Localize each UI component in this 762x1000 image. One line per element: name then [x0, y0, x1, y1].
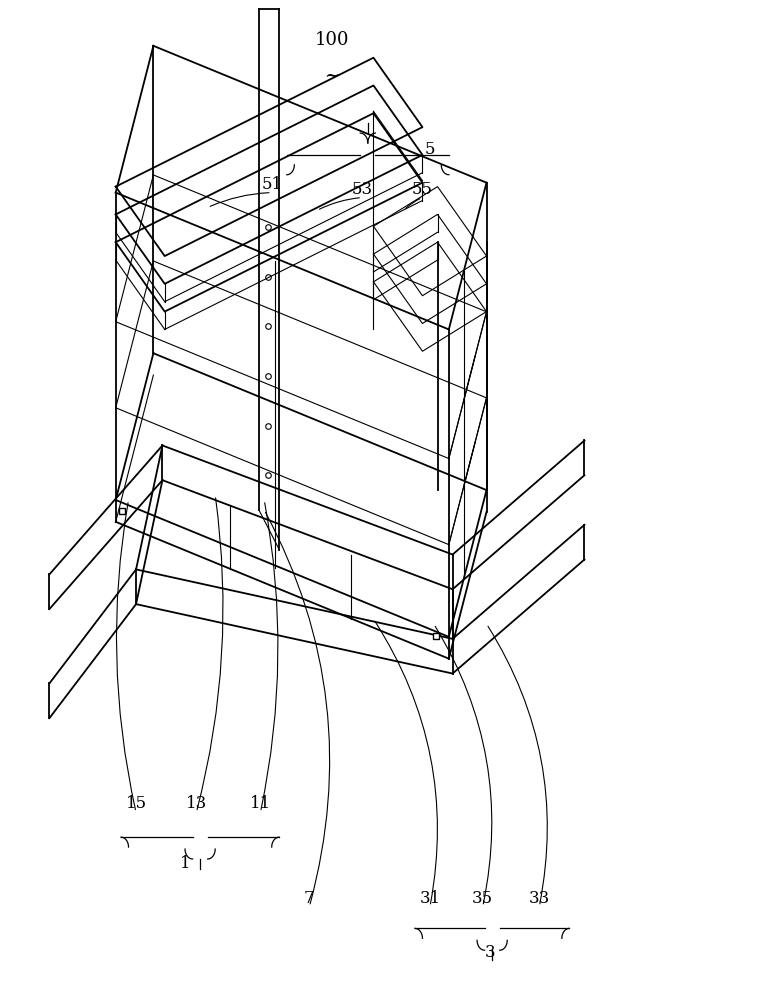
Text: 5: 5	[424, 141, 435, 158]
Text: 7: 7	[304, 890, 315, 907]
Text: 31: 31	[419, 890, 440, 907]
Text: 33: 33	[529, 890, 550, 907]
Text: 55: 55	[412, 181, 433, 198]
Text: 35: 35	[472, 890, 493, 907]
Text: 13: 13	[186, 795, 207, 812]
Text: 53: 53	[351, 181, 373, 198]
Text: 11: 11	[250, 795, 271, 812]
Text: 15: 15	[126, 795, 146, 812]
Text: 1: 1	[180, 855, 190, 872]
Text: ~: ~	[325, 67, 340, 85]
Text: 51: 51	[261, 176, 282, 193]
Text: 3: 3	[485, 944, 495, 961]
Text: 100: 100	[315, 31, 349, 49]
